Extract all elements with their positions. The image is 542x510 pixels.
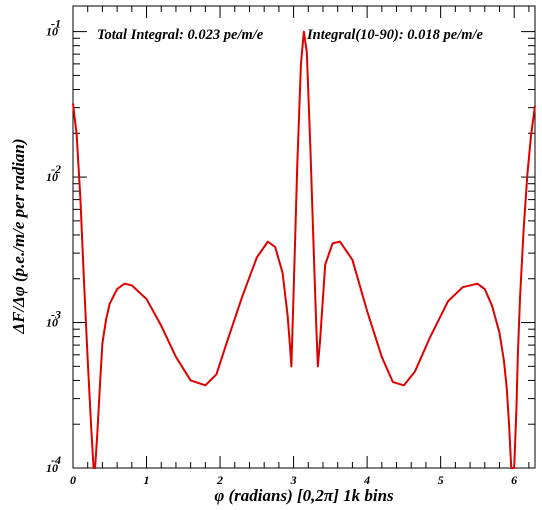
- x-tick-label: 6: [511, 473, 517, 487]
- x-tick-label: 2: [216, 473, 223, 487]
- x-tick-label: 3: [290, 473, 297, 487]
- y-tick-label-exponent: -4: [51, 453, 61, 467]
- y-tick-label: 10: [46, 25, 58, 39]
- y-tick-label-exponent: -1: [51, 17, 61, 31]
- y-tick-label-exponent: -2: [51, 162, 61, 176]
- x-tick-label: 1: [144, 473, 150, 487]
- y-tick-label-exponent: -3: [51, 308, 61, 322]
- plot-frame: [72, 5, 536, 469]
- annotation-total-integral: Total Integral: 0.023 pe/m/e: [97, 27, 264, 43]
- annotation-integral-10-90: Integral(10-90): 0.018 pe/m/e: [306, 27, 484, 43]
- y-axis-title: ΔF/Δφ (p.e./m/e per radian): [9, 138, 28, 334]
- y-tick-label: 10: [46, 316, 58, 330]
- y-tick-labels: 10-410-310-210-1: [46, 17, 61, 475]
- axis-ticks: [72, 6, 535, 469]
- x-tick-label: 0: [70, 473, 76, 487]
- x-tick-label: 5: [438, 473, 444, 487]
- series-line: [72, 30, 536, 469]
- y-tick-label: 10: [46, 170, 58, 184]
- x-tick-labels: 0 1 2 3 4 5 6: [70, 473, 517, 487]
- y-tick-label: 10: [46, 461, 58, 475]
- x-axis-title: φ (radians) [0,2π] 1k bins: [214, 486, 394, 505]
- x-tick-label: 4: [363, 473, 370, 487]
